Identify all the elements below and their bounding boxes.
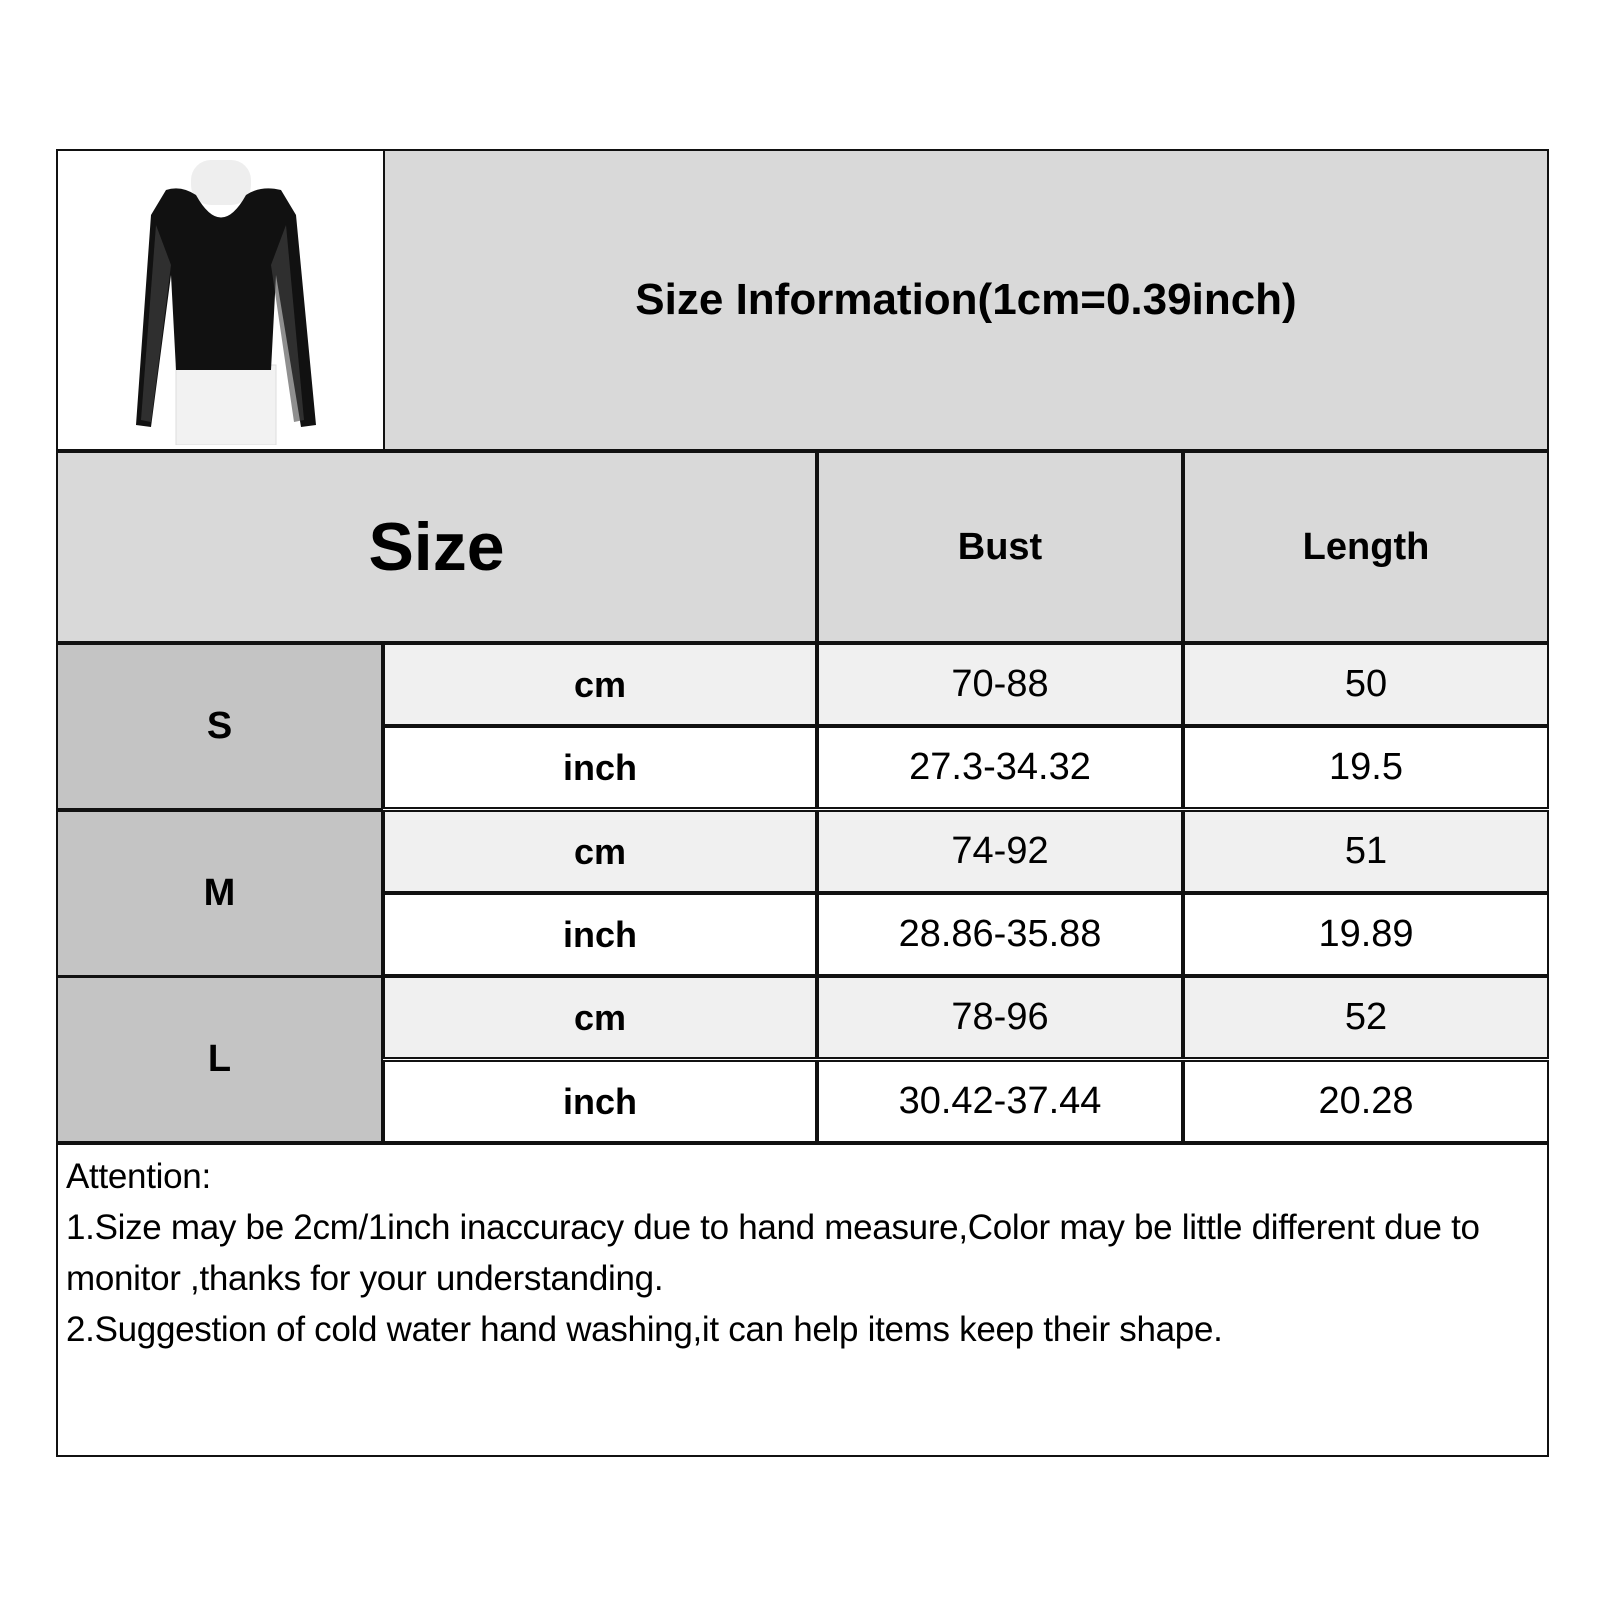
shirt-illustration [135,160,316,445]
bust-S-inch-text: 27.3-34.32 [909,746,1091,788]
length-S-inch: 19.5 [1183,726,1549,809]
bust-M-inch: 28.86-35.88 [817,893,1183,976]
bust-M-cm: 74-92 [817,810,1183,893]
unit-M-cm: cm [383,810,817,893]
page-title: Size Information(1cm=0.39inch) [383,149,1549,451]
unit-L-inch: inch [383,1060,817,1143]
unit-S-cm: cm [383,643,817,726]
product-image [56,149,385,451]
bust-M-cm-text: 74-92 [951,830,1049,872]
length-M-inch: 19.89 [1183,893,1549,976]
header-length: Length [1183,451,1549,643]
unit-S-inch-text: inch [562,746,637,788]
unit-S-inch: inch [383,726,817,809]
header-bust: Bust [817,451,1183,643]
unit-M-inch: inch [383,893,817,976]
length-L-cm-text: 52 [1344,996,1388,1038]
size-label-M: M [56,809,383,977]
unit-L-cm: cm [383,976,817,1059]
size-label-S: S [56,643,383,810]
size-label-L: L [56,976,383,1144]
notes-line-2: 2.Suggestion of cold water hand washing,… [66,1310,1223,1349]
size-label-S-text: S [206,705,233,747]
length-L-inch: 20.28 [1183,1060,1549,1143]
notes-heading: Attention: [66,1157,211,1196]
bust-L-cm: 78-96 [817,976,1183,1059]
bust-L-cm-text: 78-96 [951,996,1049,1038]
bust-S-inch: 27.3-34.32 [817,726,1183,809]
bust-S-cm: 70-88 [817,643,1183,726]
length-S-inch-text: 19.5 [1329,746,1403,788]
length-L-cm: 52 [1183,976,1549,1059]
unit-M-cm-text: cm [573,830,627,872]
bust-L-inch: 30.42-37.44 [817,1060,1183,1143]
length-S-cm-text: 50 [1344,663,1388,705]
length-L-inch-text: 20.28 [1318,1080,1414,1122]
length-M-cm: 51 [1183,810,1549,893]
unit-M-inch-text: inch [562,913,637,955]
unit-S-cm-text: cm [573,663,627,705]
length-M-cm-text: 51 [1344,830,1388,872]
length-S-cm: 50 [1183,643,1549,726]
unit-L-cm-text: cm [573,996,627,1038]
attention-notes: Attention: 1.Size may be 2cm/1inch inacc… [56,1143,1549,1457]
size-label-M-text: M [203,871,236,914]
header-size: Size [56,451,817,643]
bust-L-inch-text: 30.42-37.44 [898,1080,1102,1122]
size-label-L-text: L [207,1038,232,1081]
bust-S-cm-text: 70-88 [951,663,1049,705]
unit-L-inch-text: inch [562,1080,637,1122]
notes-line-1: 1.Size may be 2cm/1inch inaccuracy due t… [66,1208,1490,1298]
bust-M-inch-text: 28.86-35.88 [898,913,1102,955]
length-M-inch-text: 19.89 [1318,913,1414,955]
